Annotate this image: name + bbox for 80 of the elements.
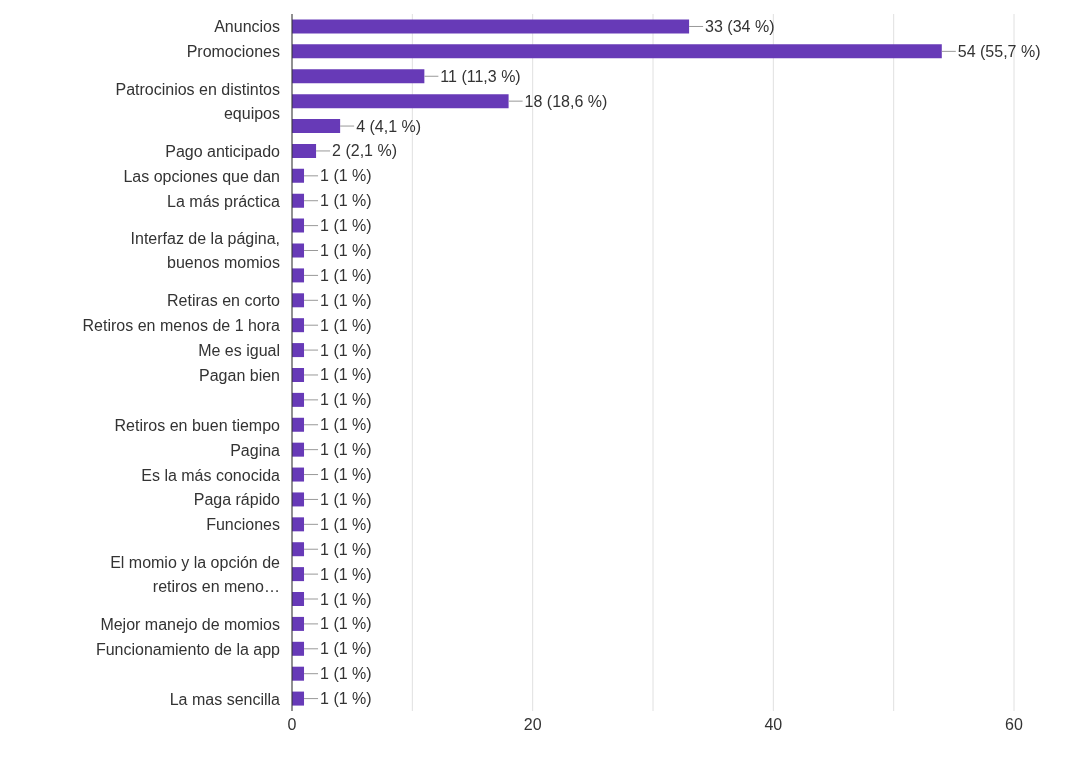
bar [292,318,305,333]
y-tick-label: El momio y la opción de retiros en meno… [110,553,281,595]
y-tick-label: Retiros en menos de 1 hora [82,316,281,334]
data-label: 1 (1 %) [320,565,372,583]
bar [292,243,305,258]
bar [292,293,305,308]
x-tick-label: 60 [1005,716,1023,734]
data-label: 1 (1 %) [320,316,372,334]
data-label: 1 (1 %) [320,441,372,459]
bar [292,417,305,432]
bar [292,119,341,134]
bar [292,367,305,382]
bar [292,94,509,109]
y-tick-label: Pagina [230,441,281,459]
data-label: 1 (1 %) [320,266,372,284]
data-label: 1 (1 %) [320,466,372,484]
data-label: 2 (2,1 %) [332,142,397,160]
data-label: 1 (1 %) [320,192,372,210]
data-label: 1 (1 %) [320,615,372,633]
bar [292,69,425,84]
y-tick-label: Las opciones que dan [123,167,280,185]
y-tick-label: Funcionamiento de la app [95,640,281,658]
data-label: 1 (1 %) [320,291,372,309]
bar [292,691,305,706]
data-label: 1 (1 %) [320,217,372,235]
data-label: 1 (1 %) [320,540,372,558]
bar [292,517,305,532]
bar [292,19,690,34]
data-label: 1 (1 %) [320,416,372,434]
bar [292,343,305,358]
bar [292,442,305,457]
bar [292,218,305,233]
data-label: 1 (1 %) [320,490,372,508]
y-tick-label: Pagan bien [199,366,280,384]
y-tick-label: Retiros en buen tiempo [114,416,281,434]
data-label: 54 (55,7 %) [957,42,1041,60]
y-tick-label: Funciones [206,515,280,533]
data-label: 18 (18,6 %) [524,92,608,110]
bar [292,392,305,407]
data-label: 1 (1 %) [320,590,372,608]
data-label: 1 (1 %) [320,640,372,658]
y-tick-label: Mejor manejo de momios [100,615,280,633]
y-tick-label: La mas sencilla [169,690,281,708]
bar [292,616,305,631]
bar [292,168,305,183]
bar [292,666,305,681]
bar [292,44,942,59]
data-label: 1 (1 %) [320,665,372,683]
y-tick-label: Es la más conocida [141,466,281,484]
bar [292,193,305,208]
x-tick-label: 20 [523,716,542,734]
y-tick-label: Paga rápido [193,490,281,508]
data-label: 11 (11,3 %) [440,67,521,85]
y-tick-label: La más práctica [167,192,281,210]
data-label: 1 (1 %) [320,341,372,359]
y-tick-label: Retiras en corto [167,291,281,309]
y-tick-label: Patrocinios en distintos equipos [115,80,280,122]
bar [292,268,305,283]
bar [292,542,305,557]
data-label: 1 (1 %) [320,690,372,708]
bar [292,592,305,607]
x-tick-label: 0 [287,716,297,734]
y-tick-label: Pago anticipado [165,142,281,160]
data-label: 33 (34 %) [705,17,775,35]
y-tick-label: Anuncios [214,17,280,35]
data-label: 4 (4,1 %) [356,117,422,135]
bar [292,641,305,656]
data-label: 1 (1 %) [320,391,372,409]
bar [292,567,305,582]
x-tick-label: 40 [764,716,783,734]
bar [292,143,317,158]
data-label: 1 (1 %) [320,242,372,260]
data-label: 1 (1 %) [320,167,372,185]
y-tick-label: Interfaz de la página, buenos momios [130,229,280,271]
bar [292,492,305,507]
data-label: 1 (1 %) [320,515,372,533]
bar [292,467,305,482]
y-tick-label: Promociones [186,42,280,60]
data-label: 1 (1 %) [320,366,372,384]
y-tick-label: Me es igual [198,341,280,359]
